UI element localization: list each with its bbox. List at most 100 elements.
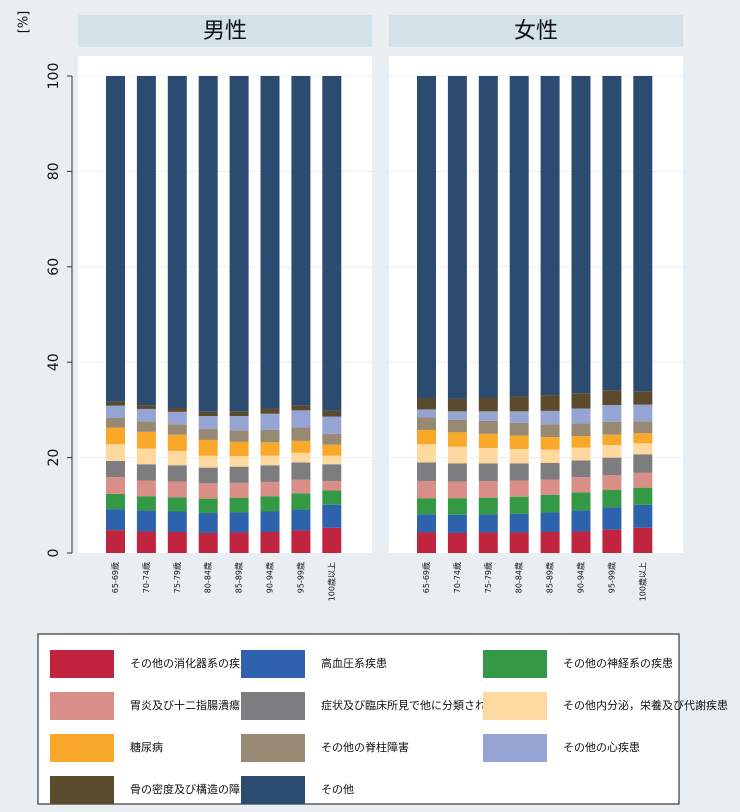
bar-segment <box>478 397 498 412</box>
bar-segment <box>291 462 311 480</box>
legend-swatch <box>483 650 547 678</box>
bar-segment <box>322 444 342 456</box>
bar-segment <box>136 431 156 449</box>
bar-segment <box>478 411 498 421</box>
legend-swatch <box>241 692 305 720</box>
bar-segment <box>291 76 311 406</box>
bar-segment <box>509 496 529 514</box>
bar-segment <box>602 507 622 530</box>
bar-segment <box>633 404 653 422</box>
bar-segment <box>322 480 342 491</box>
bar-segment <box>136 480 156 497</box>
bar-segment <box>540 395 560 411</box>
bar-segment <box>447 514 467 533</box>
bar-segment <box>602 421 622 435</box>
bar-segment <box>198 532 218 553</box>
bar-segment <box>633 454 653 473</box>
bar-segment <box>633 472 653 488</box>
legend-swatch <box>50 734 114 762</box>
bar-segment <box>633 433 653 444</box>
bar-segment <box>478 497 498 515</box>
legend-label: その他の脊柱障害 <box>321 740 409 754</box>
bar-segment <box>136 510 156 532</box>
bar-segment <box>198 411 218 417</box>
bar-segment <box>540 437 560 450</box>
bar-segment <box>229 512 249 533</box>
bar-segment <box>602 475 622 491</box>
bar-segment <box>260 442 280 456</box>
bar-segment <box>478 448 498 464</box>
bar-segment <box>540 410 560 425</box>
legend-item: その他 <box>241 776 354 804</box>
bar-segment <box>447 419 467 433</box>
bar-segment <box>571 393 591 409</box>
bar-segment <box>571 477 591 493</box>
bar-segment <box>198 428 218 440</box>
bar-stack <box>136 76 156 553</box>
bar-segment <box>509 396 529 412</box>
y-axis: 0 20 40 60 80 100 <box>46 63 73 557</box>
bar-segment <box>106 444 125 461</box>
bar-stack <box>509 76 529 553</box>
bar-stack <box>633 76 653 553</box>
bar-segment <box>509 513 529 533</box>
bar-segment <box>291 410 311 428</box>
legend-swatch <box>241 734 305 762</box>
bar-segment <box>322 504 342 528</box>
legend-label: その他の消化器系の疾患 <box>130 656 251 670</box>
bar-stack <box>602 76 622 553</box>
bar-segment <box>260 496 280 512</box>
bar-segment <box>198 439 218 456</box>
bar-segment <box>509 422 529 436</box>
panel-title: 男性 <box>203 19 247 44</box>
bar-segment <box>602 76 622 391</box>
bar-segment <box>571 510 591 532</box>
bar-segment <box>417 429 436 445</box>
bar-segment <box>478 514 498 533</box>
bar-segment <box>229 441 249 457</box>
x-tick-label: 100歳以上 <box>637 562 647 601</box>
bar-segment <box>447 398 467 412</box>
chart-panels: 0 20 40 60 80 100 男性 65-69歳 70-74歳 75-79歳 80-84歳 85… <box>46 15 683 601</box>
bar-segment <box>478 76 498 398</box>
bar-segment <box>478 420 498 434</box>
bar-segment <box>633 527 653 553</box>
bar-segment <box>447 498 467 515</box>
bar-segment <box>136 464 156 481</box>
legend-swatch <box>50 650 114 678</box>
bar-segment <box>417 462 436 481</box>
x-tick-label: 100歳以上 <box>326 562 336 601</box>
y-tick-label: 60 <box>46 258 62 276</box>
bar-segment <box>136 405 156 409</box>
bar-segment <box>167 532 187 553</box>
bar-segment <box>167 407 187 412</box>
bar-stack <box>260 76 280 553</box>
bar-segment <box>478 433 498 449</box>
bar-segment <box>106 76 125 402</box>
x-tick-label: 90-94歳 <box>576 562 586 593</box>
bar-segment <box>136 408 156 422</box>
bar-segment <box>106 530 125 553</box>
bar-segment <box>167 497 187 512</box>
bar-segment <box>447 411 467 420</box>
bar-segment <box>322 410 342 417</box>
bar-segment <box>260 413 280 430</box>
bar-segment <box>167 424 187 435</box>
bar-segment <box>136 448 156 465</box>
bar-segment <box>478 480 498 498</box>
legend-label: 胃炎及び十二指腸潰瘍 <box>130 698 240 712</box>
legend-item: その他の心疾患 <box>483 734 640 762</box>
x-tick-label: 75-79歳 <box>172 562 182 593</box>
bar-segment <box>447 76 467 399</box>
bar-segment <box>322 416 342 434</box>
bar-segment <box>198 455 218 468</box>
bar-segment <box>571 531 591 553</box>
y-axis-unit-label: [%] <box>17 11 32 34</box>
bar-segment <box>260 455 280 466</box>
bar-segment <box>509 463 529 481</box>
bar-segment <box>229 466 249 483</box>
bar-segment <box>509 411 529 423</box>
bar-segment <box>509 435 529 450</box>
bar-segment <box>633 76 653 392</box>
